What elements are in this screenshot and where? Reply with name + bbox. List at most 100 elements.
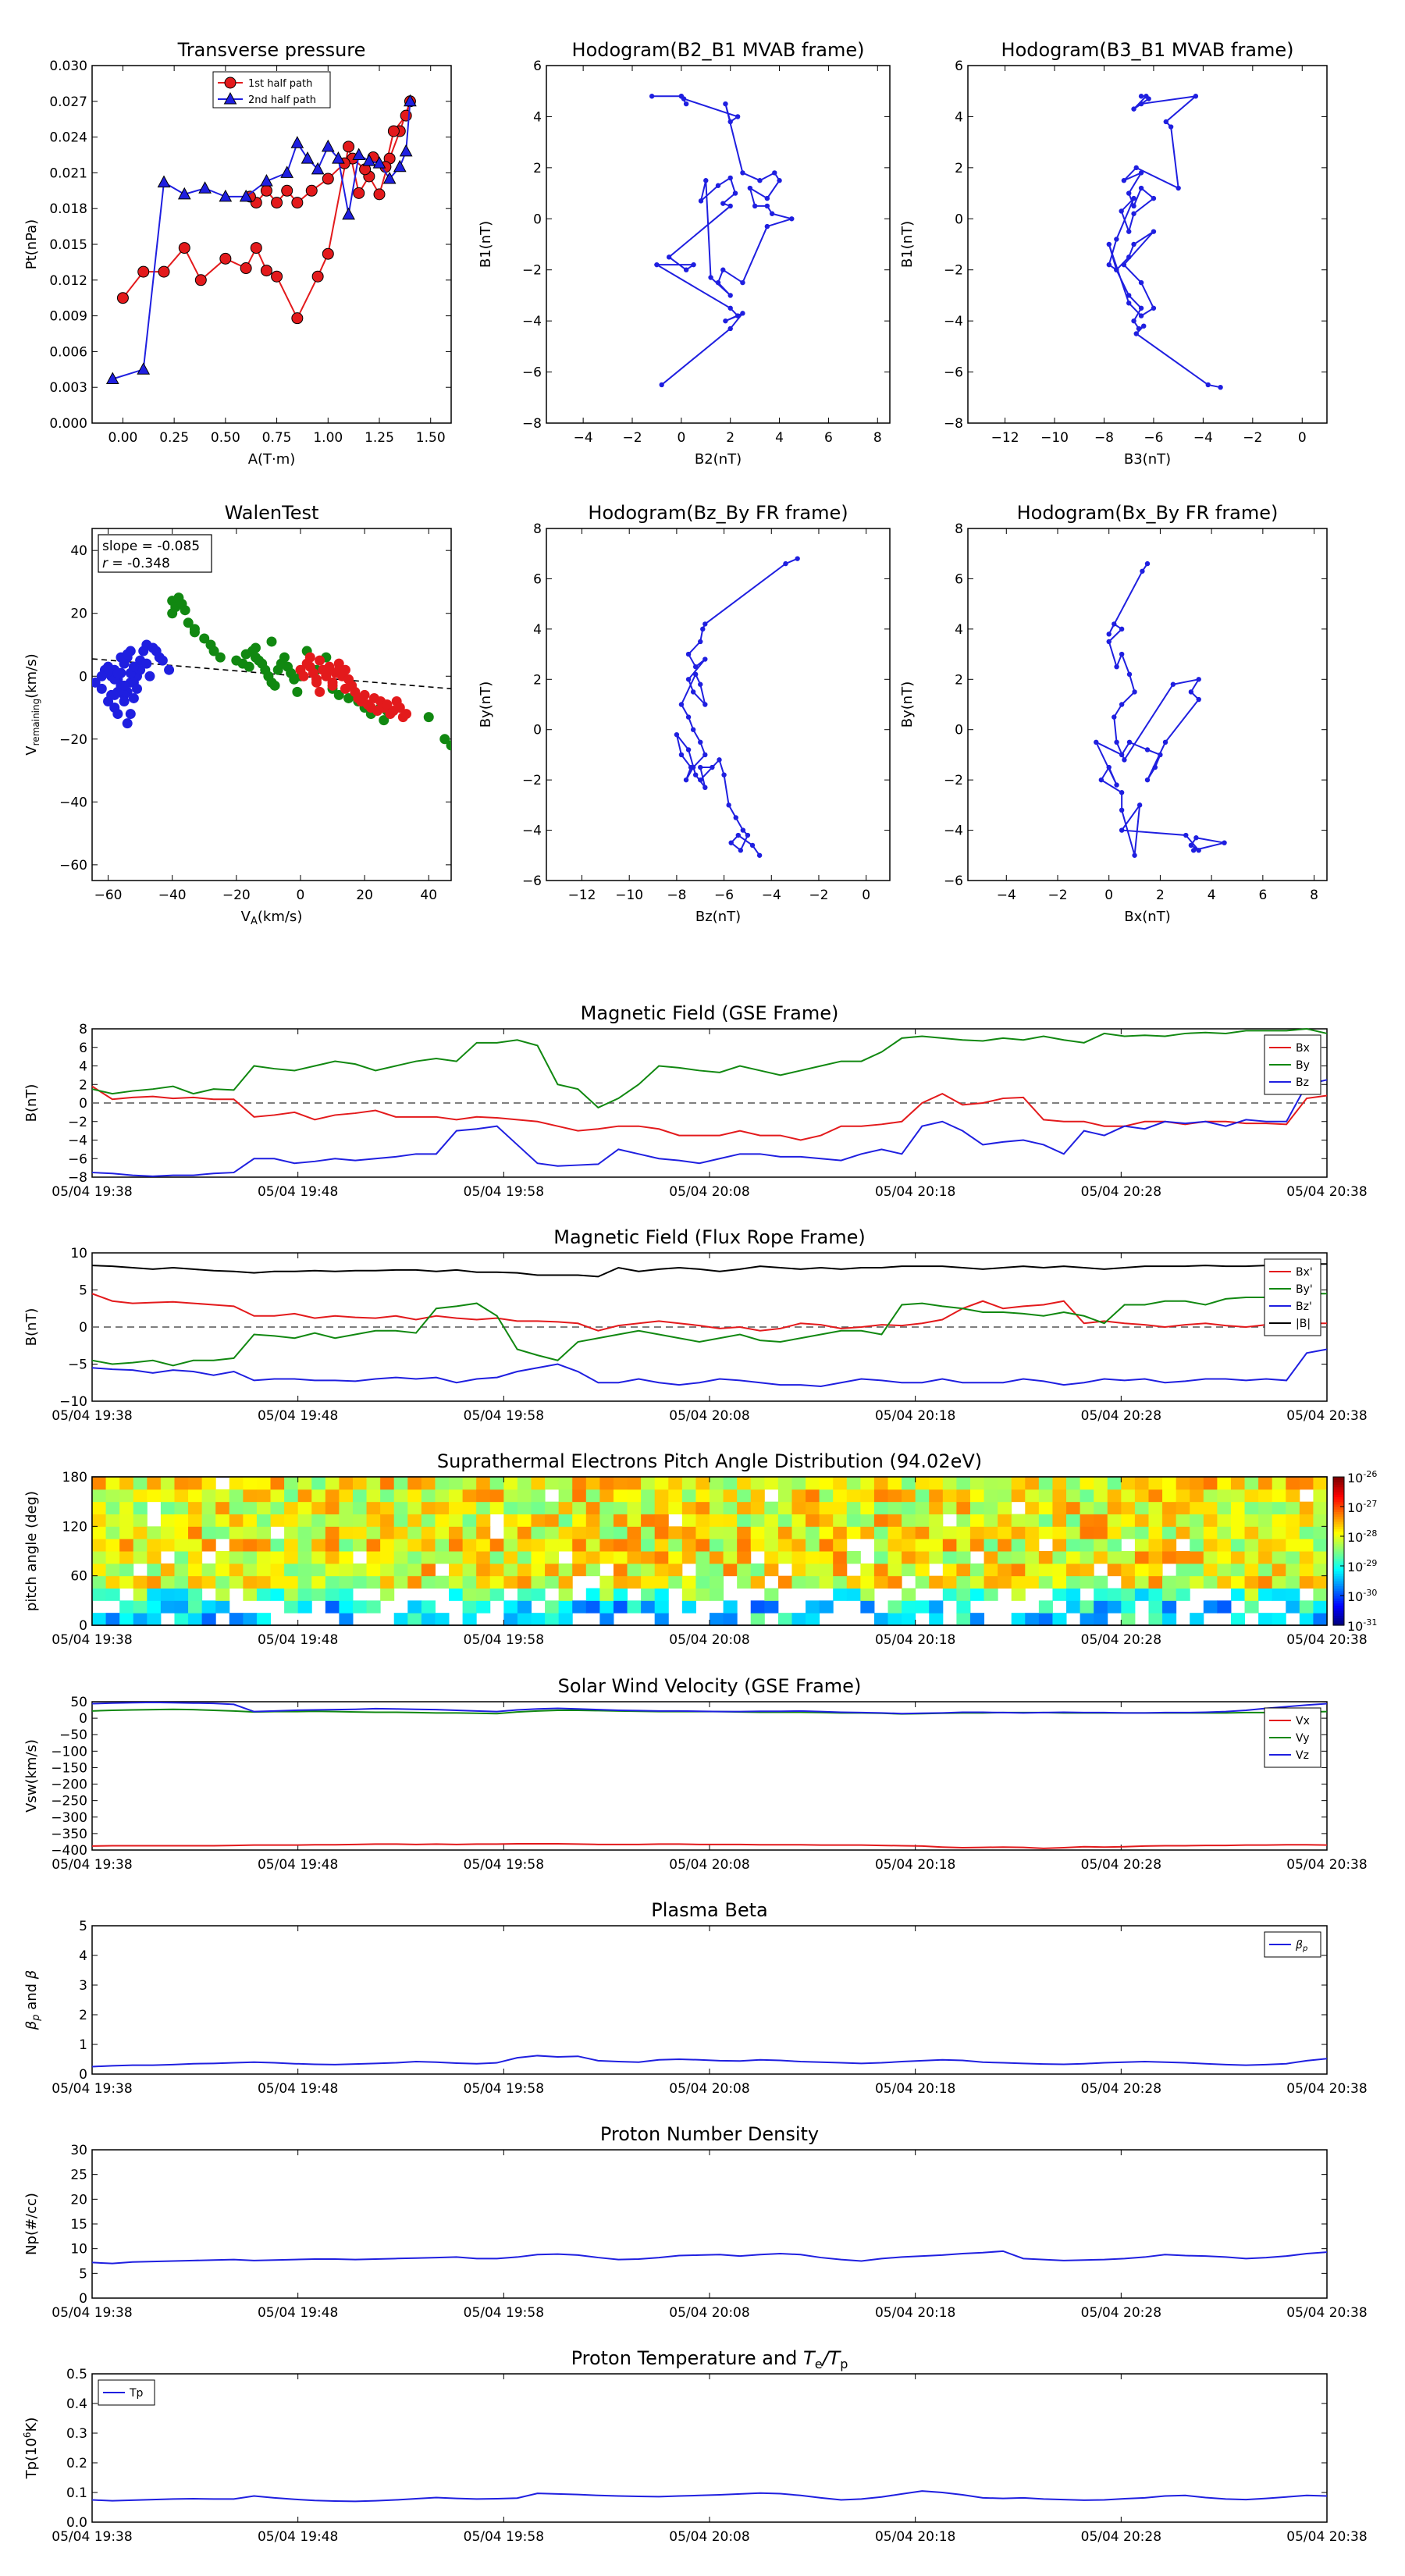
heatmap-cell bbox=[1258, 1575, 1273, 1589]
heatmap-cell bbox=[1286, 1489, 1300, 1503]
data-point bbox=[745, 832, 751, 838]
heatmap-cell bbox=[393, 1526, 408, 1539]
y-tick-label: −300 bbox=[51, 1810, 87, 1826]
colorbar-cell bbox=[1333, 1605, 1344, 1609]
heatmap-cell bbox=[860, 1575, 875, 1589]
heatmap-cell bbox=[1176, 1526, 1190, 1539]
heatmap-cell bbox=[1299, 1477, 1314, 1490]
heatmap-cell bbox=[737, 1575, 752, 1589]
annotation-line: slope = -0.085 bbox=[102, 539, 200, 554]
heatmap-cell bbox=[764, 1514, 779, 1527]
heatmap-cell bbox=[1038, 1477, 1053, 1490]
heatmap-cell bbox=[366, 1563, 381, 1577]
heatmap-cell bbox=[777, 1477, 792, 1490]
heatmap-cell bbox=[1244, 1575, 1259, 1589]
y-tick-label: 40 bbox=[70, 543, 87, 559]
series-line bbox=[91, 1263, 1327, 1278]
colorbar-cell bbox=[1333, 1507, 1344, 1510]
heatmap-cell bbox=[1286, 1551, 1300, 1564]
colorbar-label: 10-28 bbox=[1347, 1528, 1377, 1545]
data-point bbox=[1138, 185, 1144, 191]
heatmap-cell bbox=[1244, 1539, 1259, 1552]
x-tick-label: −6 bbox=[714, 888, 734, 903]
heatmap-cell bbox=[791, 1477, 806, 1490]
data-point bbox=[1141, 323, 1147, 329]
y-tick-label: 1 bbox=[79, 2037, 87, 2053]
chart-title: Hodogram(B2_B1 MVAB frame) bbox=[572, 39, 865, 61]
heatmap-cell bbox=[819, 1489, 834, 1503]
heatmap-cell bbox=[325, 1539, 340, 1552]
heatmap-cell bbox=[613, 1588, 628, 1601]
heatmap-cell bbox=[1190, 1489, 1204, 1503]
heatmap-cell bbox=[435, 1551, 450, 1564]
heatmap-cell bbox=[1190, 1514, 1204, 1527]
colorbar-cell bbox=[1333, 1503, 1344, 1507]
data-point bbox=[692, 671, 699, 678]
y-axis-label: By(nT) bbox=[899, 681, 916, 728]
heatmap-cell bbox=[1286, 1600, 1300, 1614]
heatmap-cell bbox=[421, 1526, 436, 1539]
heatmap-cell bbox=[791, 1489, 806, 1503]
y-tick-label: −4 bbox=[944, 314, 963, 329]
colorbar-frame bbox=[1332, 1476, 1345, 1626]
data-point bbox=[1193, 835, 1199, 841]
heatmap-cell bbox=[860, 1514, 875, 1527]
heatmap-cell bbox=[339, 1501, 354, 1514]
heatmap-cell bbox=[1313, 1575, 1328, 1589]
heatmap-cell bbox=[297, 1501, 312, 1514]
heatmap-cell bbox=[366, 1477, 381, 1490]
heatmap-cell bbox=[1313, 1539, 1328, 1552]
heatmap-cell bbox=[243, 1501, 258, 1514]
heatmap-cell bbox=[819, 1600, 834, 1614]
x-tick-label: 05/04 20:28 bbox=[1081, 1184, 1161, 1200]
plot-frame bbox=[546, 528, 891, 881]
heatmap-cell bbox=[942, 1563, 957, 1577]
heatmap-cell bbox=[325, 1600, 340, 1614]
heatmap-cell bbox=[174, 1526, 189, 1539]
data-point bbox=[1114, 739, 1119, 745]
heatmap-cell bbox=[1299, 1613, 1314, 1626]
data-point bbox=[219, 252, 232, 265]
heatmap-cell bbox=[531, 1514, 546, 1527]
heatmap-cell bbox=[984, 1501, 998, 1514]
heatmap-cell bbox=[654, 1613, 669, 1626]
data-point bbox=[373, 188, 386, 201]
heatmap-cell bbox=[1313, 1551, 1328, 1564]
heatmap-cell bbox=[1107, 1563, 1122, 1577]
heatmap-cell bbox=[902, 1613, 916, 1626]
heatmap-cell bbox=[1244, 1514, 1259, 1527]
data-point bbox=[1222, 840, 1227, 845]
heatmap-cell bbox=[1038, 1600, 1053, 1614]
data-point bbox=[654, 262, 660, 268]
chart-title: Plasma Beta bbox=[651, 1899, 767, 1921]
heatmap-cell bbox=[201, 1501, 216, 1514]
colorbar-cell bbox=[1333, 1568, 1344, 1571]
heatmap-cell bbox=[1121, 1563, 1136, 1577]
heatmap-cell bbox=[133, 1477, 148, 1490]
heatmap-cell bbox=[1244, 1477, 1259, 1490]
colorbar-label: 10-26 bbox=[1347, 1469, 1377, 1485]
heatmap-cell bbox=[873, 1575, 889, 1589]
data-point bbox=[1138, 170, 1144, 176]
data-point bbox=[379, 715, 389, 726]
x-tick-label: 05/04 19:38 bbox=[52, 2529, 132, 2545]
data-point bbox=[1196, 848, 1201, 853]
data-point bbox=[239, 189, 253, 202]
heatmap-cell bbox=[92, 1514, 107, 1527]
heatmap-cell bbox=[1217, 1600, 1232, 1614]
heatmap-cell bbox=[969, 1477, 985, 1490]
heatmap-cell bbox=[764, 1539, 779, 1552]
y-tick-label: −60 bbox=[59, 858, 87, 873]
heatmap-cell bbox=[339, 1575, 354, 1589]
data-point bbox=[1126, 293, 1132, 298]
data-point bbox=[683, 777, 689, 783]
heatmap-cell bbox=[393, 1551, 408, 1564]
y-tick-label: 25 bbox=[70, 2168, 87, 2183]
colorbar-cell bbox=[1333, 1607, 1344, 1611]
heatmap-cell bbox=[435, 1501, 450, 1514]
heatmap-cell bbox=[887, 1551, 902, 1564]
heatmap-cell bbox=[201, 1526, 216, 1539]
heatmap-cell bbox=[1313, 1563, 1328, 1577]
heatmap-cell bbox=[105, 1539, 120, 1552]
data-point bbox=[1126, 671, 1133, 678]
